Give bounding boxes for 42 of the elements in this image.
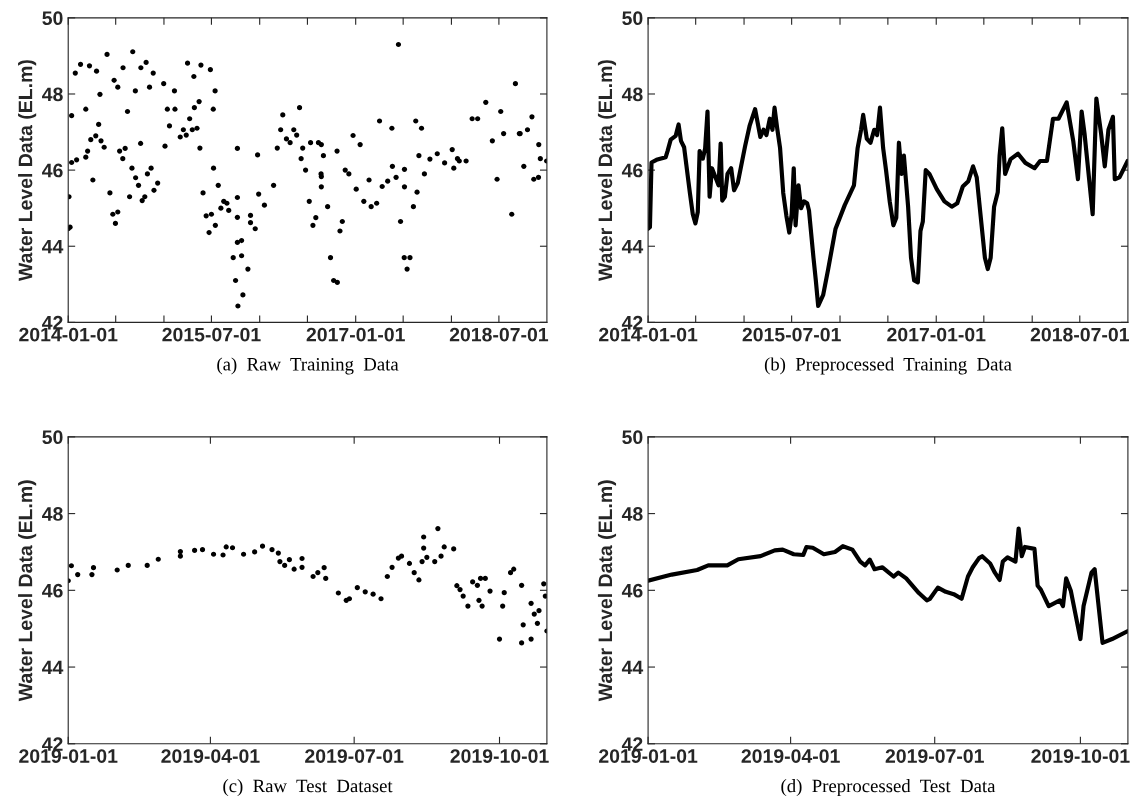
x-tick-label: 2019-04-01 <box>161 749 260 763</box>
y-tick-label: 50 <box>42 11 63 26</box>
y-tick-label: 48 <box>42 507 63 521</box>
x-tick-label: 2019-10-01 <box>1031 749 1130 763</box>
x-tick-label: 2015-07-01 <box>742 327 841 342</box>
y-tick-label: 42 <box>621 737 643 751</box>
y-tick-label: 44 <box>42 239 64 254</box>
line-series <box>648 526 1128 645</box>
y-tick-label: 46 <box>42 163 63 178</box>
x-tick-label: 2019-10-01 <box>450 749 549 763</box>
x-tick-label: 2017-01-01 <box>306 327 405 342</box>
y-axis-title: Water Level Data (EL.m) <box>18 60 37 282</box>
y-tick-label: 44 <box>621 239 644 254</box>
y-tick-label: 46 <box>621 163 643 178</box>
x-tick-label: 2015-07-01 <box>162 327 261 342</box>
x-tick-label: 2018-07-01 <box>1030 327 1129 342</box>
x-tick-label: 2019-07-01 <box>305 749 404 763</box>
text: (b) Preprocessed Training Data <box>764 357 1012 375</box>
y-tick-label: 48 <box>621 507 643 521</box>
y-tick-label: 48 <box>42 87 63 102</box>
y-tick-label: 50 <box>622 11 643 26</box>
y-tick-label: 44 <box>42 660 64 675</box>
x-tick-label: 2019-01-01 <box>599 749 698 763</box>
text: (c) Raw Test Dataset <box>223 779 393 797</box>
x-tick-label: 2019-04-01 <box>741 749 840 763</box>
x-tick-label: 2018-07-01 <box>449 327 549 342</box>
y-tick-label: 50 <box>622 430 643 445</box>
y-tick-label: 42 <box>42 737 63 751</box>
y-tick-label: 48 <box>621 87 643 102</box>
text: (a) Raw Training Data <box>217 357 399 375</box>
y-axis-title: Water Level Data (EL.m) <box>597 480 617 702</box>
y-tick-label: 50 <box>42 430 63 445</box>
line-series <box>648 96 1128 309</box>
y-axis-title: Water Level Data (EL.m) <box>18 480 37 702</box>
text: (d) Preprocessed Test Data <box>781 779 996 797</box>
y-tick-label: 46 <box>621 583 643 598</box>
y-tick-label: 46 <box>42 583 63 598</box>
x-tick-label: 2017-01-01 <box>887 327 986 342</box>
x-tick-label: 2019-07-01 <box>885 749 984 763</box>
y-axis-title: Water Level Data (EL.m) <box>597 60 617 282</box>
x-tick-label: 2019-01-01 <box>19 749 118 763</box>
y-tick-label: 44 <box>621 660 644 675</box>
